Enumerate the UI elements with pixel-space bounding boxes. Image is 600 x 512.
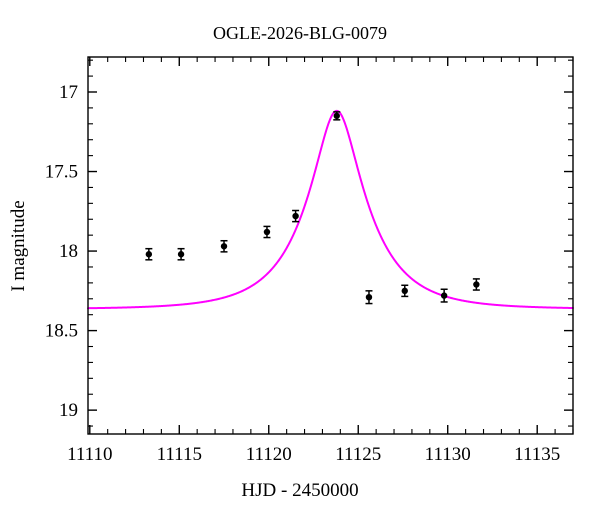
x-tick-label: 11120 xyxy=(246,444,292,465)
y-tick-label: 17 xyxy=(59,82,78,103)
y-tick-label: 18 xyxy=(59,241,78,262)
data-point xyxy=(472,278,480,291)
x-axis-title: HJD - 2450000 xyxy=(241,480,358,501)
x-tick-label: 11125 xyxy=(335,444,381,465)
y-tick-label: 17.5 xyxy=(45,162,78,183)
x-tick-label: 11130 xyxy=(425,444,471,465)
data-point xyxy=(401,284,409,298)
data-point xyxy=(292,209,300,223)
data-point xyxy=(440,288,448,303)
data-point xyxy=(145,247,153,261)
y-axis-title: I magnitude xyxy=(8,200,29,291)
data-point xyxy=(177,247,185,261)
data-point xyxy=(220,239,228,253)
data-point xyxy=(365,290,373,305)
x-tick-label: 11115 xyxy=(157,444,202,465)
x-tick-label: 11135 xyxy=(514,444,560,465)
data-point xyxy=(263,225,271,239)
y-tick-label: 19 xyxy=(59,400,78,421)
data-point xyxy=(333,111,341,121)
y-tick-label: 18.5 xyxy=(45,321,78,342)
model-curve-layer xyxy=(87,109,574,310)
axes-layer xyxy=(87,56,574,435)
x-tick-labels: 11110 11115 11120 11125 11130 11135 xyxy=(67,444,560,465)
page-title: OGLE-2026-BLG-0079 xyxy=(213,23,387,43)
data-points-layer xyxy=(145,111,480,305)
model-curve xyxy=(87,109,574,310)
y-tick-labels: 17 17.5 18 18.5 19 xyxy=(45,82,78,421)
x-tick-label: 11110 xyxy=(67,444,112,465)
